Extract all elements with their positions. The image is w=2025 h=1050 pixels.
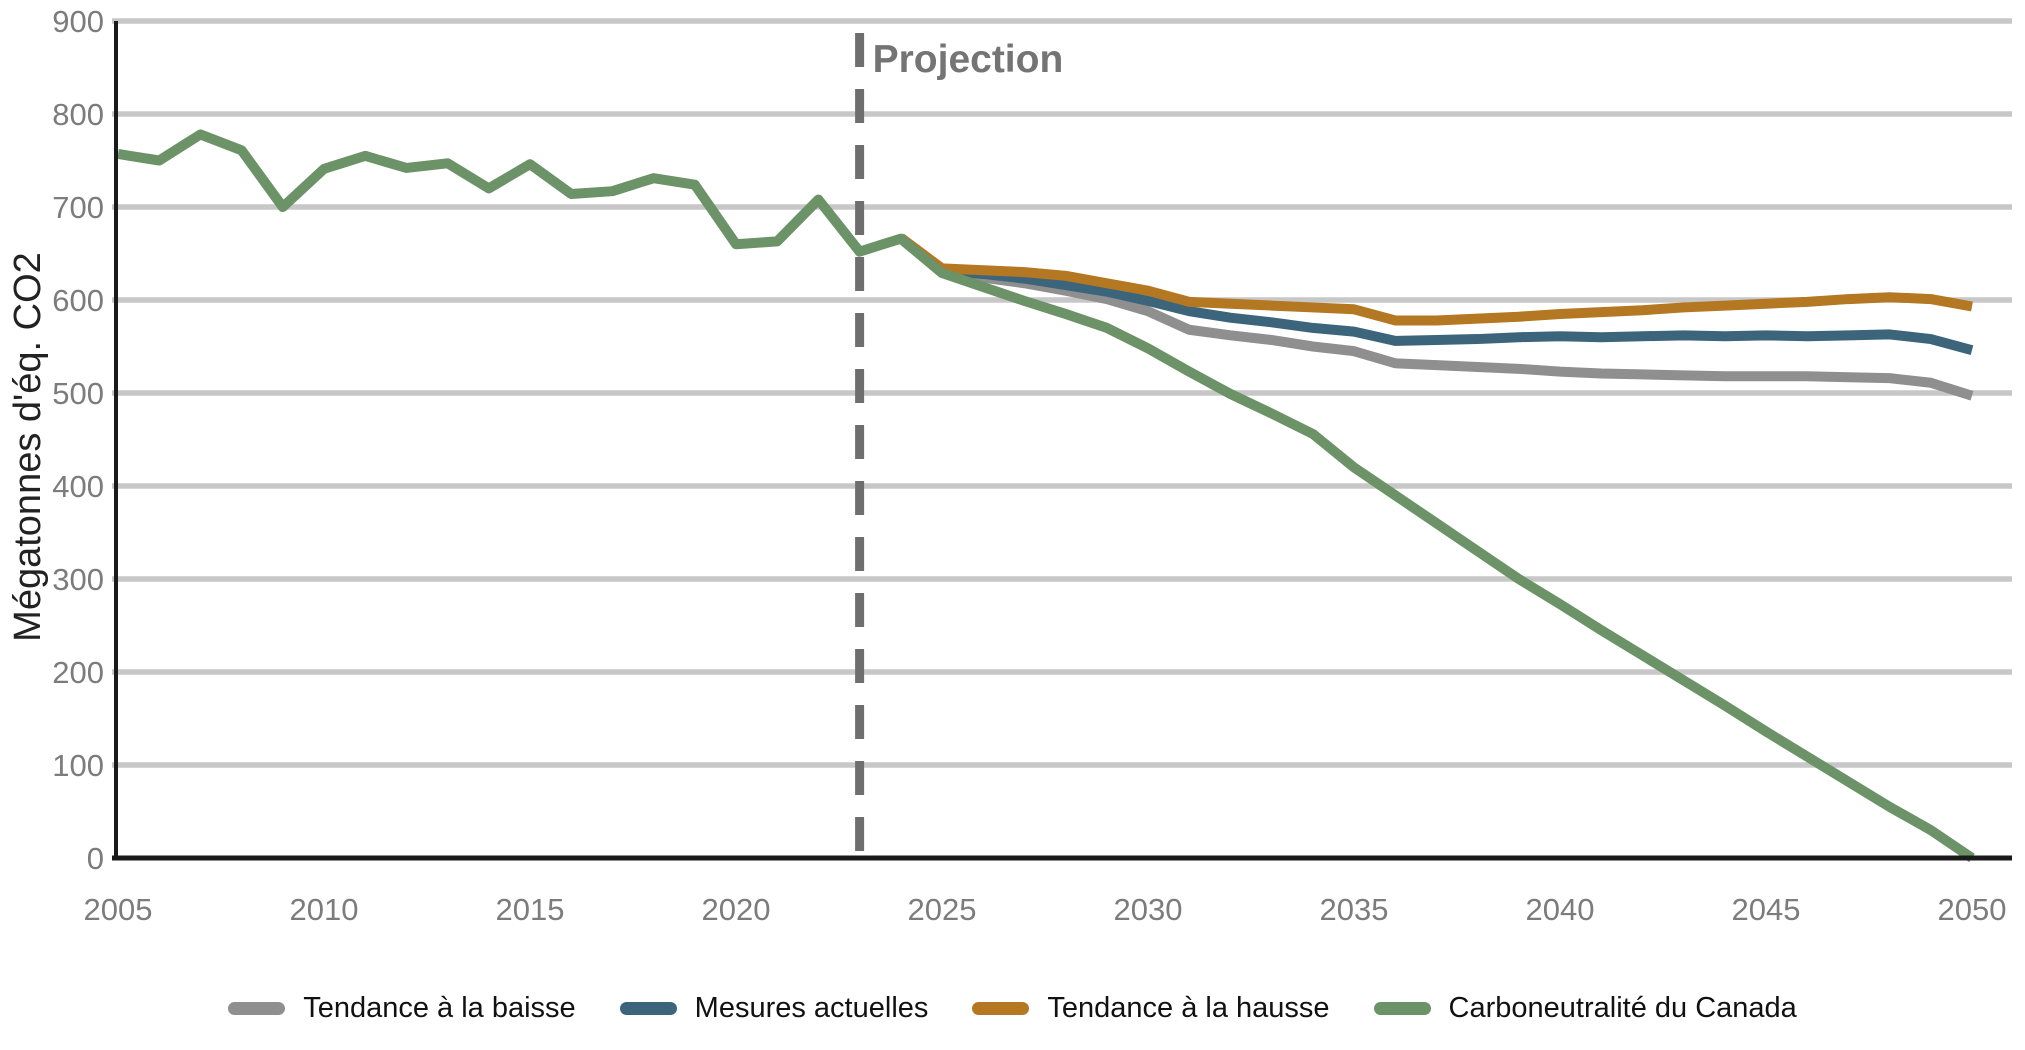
legend-swatch-mesures-actuelles <box>619 1001 677 1015</box>
x-tick-label-2035: 2035 <box>1320 892 1389 927</box>
y-tick-label-200: 200 <box>52 655 104 690</box>
x-tick-label-2030: 2030 <box>1114 892 1183 927</box>
x-tick-label-2015: 2015 <box>496 892 565 927</box>
chart-legend: Tendance à la baisse Mesures actuelles Ten… <box>0 984 2025 1032</box>
y-tick-label-900: 900 <box>52 4 104 39</box>
legend-label-carboneutralite-du-canada: Carboneutralité du Canada <box>1448 991 1797 1024</box>
x-tick-label-2050: 2050 <box>1938 892 2007 927</box>
y-axis-title: Mégatonnes d'éq. CO2 <box>7 252 49 642</box>
x-tick-label-2005: 2005 <box>84 892 153 927</box>
legend-item-tendance-a-la-hausse: Tendance à la hausse <box>972 991 1330 1025</box>
y-tick-label-0: 0 <box>87 841 104 876</box>
series-line-tendance-a-la-hausse <box>897 233 1973 326</box>
legend-swatch-tendance-a-la-baisse <box>228 1001 286 1015</box>
y-tick-label-300: 300 <box>52 562 104 597</box>
projection-label: Projection <box>873 38 1064 81</box>
y-tick-label-400: 400 <box>52 469 104 504</box>
x-tick-label-2020: 2020 <box>702 892 771 927</box>
x-tick-label-2045: 2045 <box>1732 892 1801 927</box>
y-tick-label-700: 700 <box>52 190 104 225</box>
legend-item-tendance-a-la-baisse: Tendance à la baisse <box>228 991 576 1025</box>
legend-label-tendance-a-la-baisse: Tendance à la baisse <box>303 991 576 1024</box>
legend-item-mesures-actuelles: Mesures actuelles <box>619 991 929 1025</box>
legend-label-mesures-actuelles: Mesures actuelles <box>694 991 929 1024</box>
y-tick-label-100: 100 <box>52 748 104 783</box>
series-line-tendance-a-la-baisse <box>897 234 1974 401</box>
series-line-carboneutralite-du-canada <box>117 129 1975 863</box>
series-line-mesures-actuelles <box>897 234 1974 356</box>
legend-swatch-tendance-a-la-hausse <box>972 1001 1030 1015</box>
y-tick-label-800: 800 <box>52 97 104 132</box>
legend-item-carboneutralite-du-canada: Carboneutralité du Canada <box>1373 991 1797 1025</box>
x-tick-label-2040: 2040 <box>1526 892 1595 927</box>
x-tick-label-2025: 2025 <box>908 892 977 927</box>
y-tick-label-600: 600 <box>52 283 104 318</box>
y-tick-label-500: 500 <box>52 376 104 411</box>
legend-label-tendance-a-la-hausse: Tendance à la hausse <box>1047 991 1330 1024</box>
x-tick-label-2010: 2010 <box>290 892 359 927</box>
legend-swatch-carboneutralite-du-canada <box>1373 1001 1431 1015</box>
